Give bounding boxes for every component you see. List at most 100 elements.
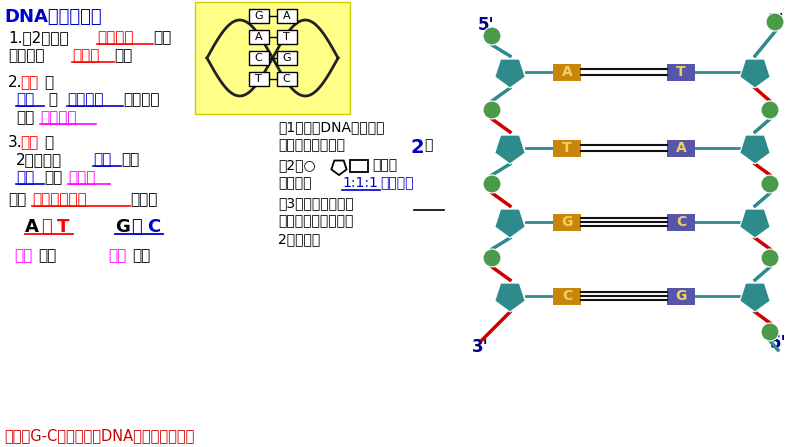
- Polygon shape: [495, 135, 525, 164]
- Text: 备注：G-C含量越高，DNA分子结构越稳定: 备注：G-C含量越高，DNA分子结构越稳定: [4, 428, 195, 443]
- FancyBboxPatch shape: [276, 30, 296, 44]
- Circle shape: [483, 249, 501, 267]
- Text: G: G: [254, 11, 263, 21]
- Text: 5': 5': [478, 16, 495, 34]
- Circle shape: [761, 175, 779, 193]
- Text: 1.由2条链按: 1.由2条链按: [8, 30, 68, 45]
- Text: 5': 5': [770, 334, 787, 352]
- Circle shape: [761, 101, 779, 119]
- FancyBboxPatch shape: [249, 9, 268, 23]
- Text: 1:1:1: 1:1:1: [342, 176, 378, 190]
- Polygon shape: [740, 283, 770, 312]
- FancyBboxPatch shape: [249, 72, 268, 86]
- FancyBboxPatch shape: [667, 63, 695, 80]
- Text: －: －: [131, 218, 142, 236]
- Text: 碱基互补配对: 碱基互补配对: [32, 192, 87, 207]
- Circle shape: [766, 13, 784, 31]
- Text: C: C: [283, 74, 291, 84]
- Text: A: A: [255, 32, 262, 42]
- Text: （是或否）都连接着: （是或否）都连接着: [278, 214, 353, 228]
- Polygon shape: [495, 283, 525, 312]
- Text: 2个磷酸。: 2个磷酸。: [278, 232, 320, 246]
- Text: G: G: [282, 53, 291, 63]
- Text: 脱氧核糖: 脱氧核糖: [67, 92, 103, 107]
- Text: 游离的磷酸基团有: 游离的磷酸基团有: [278, 138, 345, 152]
- Circle shape: [761, 249, 779, 267]
- Text: C: C: [562, 289, 572, 303]
- Text: 氢键: 氢键: [16, 170, 34, 185]
- Polygon shape: [495, 59, 525, 88]
- Circle shape: [483, 175, 501, 193]
- Text: T: T: [57, 218, 69, 236]
- FancyBboxPatch shape: [249, 51, 268, 65]
- Text: （相等）: （相等）: [380, 176, 414, 190]
- FancyBboxPatch shape: [249, 30, 268, 44]
- Text: 2条链上的: 2条链上的: [16, 152, 62, 167]
- Circle shape: [483, 101, 501, 119]
- Text: 内侧: 内侧: [20, 135, 38, 150]
- FancyBboxPatch shape: [276, 72, 296, 86]
- Polygon shape: [740, 59, 770, 88]
- Text: 碱基: 碱基: [93, 152, 111, 167]
- FancyBboxPatch shape: [553, 139, 581, 156]
- Text: 氢键: 氢键: [38, 248, 56, 263]
- Text: 基本骨架: 基本骨架: [40, 110, 76, 125]
- Polygon shape: [495, 209, 525, 238]
- Text: 之间的: 之间的: [372, 158, 397, 172]
- Circle shape: [761, 323, 779, 341]
- Text: A: A: [561, 65, 572, 79]
- FancyBboxPatch shape: [276, 9, 296, 23]
- FancyBboxPatch shape: [667, 214, 695, 231]
- Text: 氢键: 氢键: [132, 248, 150, 263]
- Text: 碱基对: 碱基对: [68, 170, 95, 185]
- Text: A: A: [283, 11, 291, 21]
- Text: 两个: 两个: [14, 248, 33, 263]
- Bar: [350, 160, 368, 172]
- Text: 数量关系: 数量关系: [278, 176, 311, 190]
- Text: 交替连接: 交替连接: [123, 92, 160, 107]
- Text: C: C: [676, 215, 686, 229]
- Text: ：: ：: [44, 135, 53, 150]
- Text: 外侧: 外侧: [20, 75, 38, 90]
- Text: 双螺旋: 双螺旋: [72, 48, 99, 63]
- Text: 磷酸: 磷酸: [16, 92, 34, 107]
- Text: T: T: [255, 74, 262, 84]
- FancyBboxPatch shape: [667, 287, 695, 304]
- Text: 和: 和: [44, 92, 58, 107]
- Text: 2: 2: [410, 138, 424, 157]
- Text: （2）○: （2）○: [278, 158, 316, 172]
- Text: 三个: 三个: [108, 248, 126, 263]
- Text: 构成: 构成: [16, 110, 34, 125]
- Text: 结构: 结构: [114, 48, 133, 63]
- FancyBboxPatch shape: [553, 287, 581, 304]
- Text: DNA的结构特点: DNA的结构特点: [4, 8, 102, 26]
- Circle shape: [483, 27, 501, 45]
- Text: 3': 3': [768, 12, 784, 30]
- Circle shape: [761, 101, 779, 119]
- Text: 个: 个: [424, 138, 433, 152]
- Text: 盘绕成的: 盘绕成的: [8, 48, 44, 63]
- Text: T: T: [562, 141, 572, 155]
- FancyBboxPatch shape: [667, 139, 695, 156]
- Text: 反向平行: 反向平行: [97, 30, 133, 45]
- Text: 方式: 方式: [153, 30, 172, 45]
- Text: A: A: [25, 218, 39, 236]
- Polygon shape: [740, 135, 770, 164]
- Text: T: T: [283, 32, 290, 42]
- Text: 遵循: 遵循: [8, 192, 26, 207]
- Text: G: G: [115, 218, 130, 236]
- FancyBboxPatch shape: [276, 51, 296, 65]
- Text: 2.: 2.: [8, 75, 22, 90]
- Text: 3': 3': [472, 338, 488, 356]
- Text: C: C: [147, 218, 160, 236]
- FancyBboxPatch shape: [553, 63, 581, 80]
- Text: 3.: 3.: [8, 135, 22, 150]
- Text: G: G: [561, 215, 572, 229]
- Text: （1）每个DNA片段中，: （1）每个DNA片段中，: [278, 120, 384, 134]
- Text: （3）每个脱氧核糖: （3）每个脱氧核糖: [278, 196, 354, 210]
- Text: A: A: [676, 141, 686, 155]
- Text: T: T: [676, 65, 686, 79]
- FancyBboxPatch shape: [195, 2, 350, 114]
- Text: 通过: 通过: [121, 152, 139, 167]
- Text: 形成: 形成: [44, 170, 62, 185]
